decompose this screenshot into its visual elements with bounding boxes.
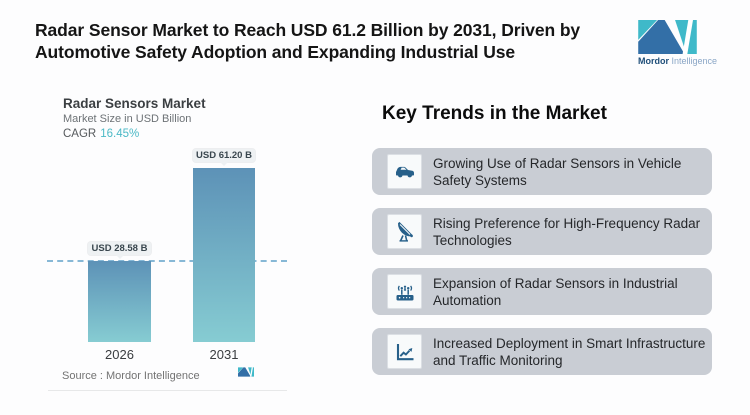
car-icon: [393, 160, 417, 184]
chart-title: Radar Sensors Market: [63, 96, 206, 111]
trend-text: Increased Deployment in Smart Infrastruc…: [433, 335, 706, 368]
trend-card-high-frequency: Rising Preference for High-Frequency Rad…: [372, 208, 712, 255]
industrial-antenna-icon: [393, 280, 417, 304]
trend-icon-box: [387, 154, 422, 189]
trends-heading: Key Trends in the Market: [382, 103, 607, 124]
trend-card-vehicle-safety: Growing Use of Radar Sensors in Vehicle …: [372, 148, 712, 195]
trend-card-industrial-automation: Expansion of Radar Sensors in Industrial…: [372, 268, 712, 315]
bar-2031: [193, 168, 255, 342]
page-title: Radar Sensor Market to Reach USD 61.2 Bi…: [35, 19, 620, 63]
bar-2026: [88, 260, 151, 342]
page-title-line2: Automotive Safety Adoption and Expanding…: [35, 42, 515, 62]
trend-icon-box: [387, 334, 422, 369]
bar-chart-plot: USD 28.58 B USD 61.20 B: [47, 140, 287, 342]
x-axis-label-2031: 2031: [209, 347, 239, 362]
chart-source: Source : Mordor Intelligence: [62, 370, 200, 382]
x-axis-label-2026: 2026: [105, 347, 134, 362]
trend-icon-box: [387, 274, 422, 309]
brand-logo: Mordor Intelligence: [638, 20, 717, 66]
cagr-value: 16.45%: [100, 128, 140, 140]
brand-wordmark: Mordor Intelligence: [638, 56, 717, 66]
page-title-line1: Radar Sensor Market to Reach USD 61.2 Bi…: [35, 20, 581, 40]
chart-cagr-row: CAGR 16.45%: [63, 128, 139, 140]
value-badge-2026: USD 28.58 B: [88, 241, 151, 259]
cagr-label: CAGR: [63, 128, 97, 140]
trend-text: Expansion of Radar Sensors in Industrial…: [433, 275, 678, 308]
mordor-intelligence-logo-icon: [638, 20, 713, 54]
chart-bottom-divider: [48, 390, 287, 391]
reference-dashed-line: [47, 259, 287, 262]
brand-name-bold: Mordor: [638, 56, 669, 66]
trend-icon-box: [387, 214, 422, 249]
growth-chart-icon: [393, 340, 417, 364]
chart-subtitle: Market Size in USD Billion: [63, 113, 192, 125]
trend-text: Growing Use of Radar Sensors in Vehicle …: [433, 155, 682, 188]
satellite-dish-icon: [393, 220, 417, 244]
source-logo-icon: [238, 367, 254, 377]
value-badge-2031: USD 61.20 B: [193, 149, 255, 166]
brand-name-light: Intelligence: [671, 56, 718, 66]
trend-text: Rising Preference for High-Frequency Rad…: [433, 215, 701, 248]
trend-card-smart-infrastructure: Increased Deployment in Smart Infrastruc…: [372, 328, 712, 375]
